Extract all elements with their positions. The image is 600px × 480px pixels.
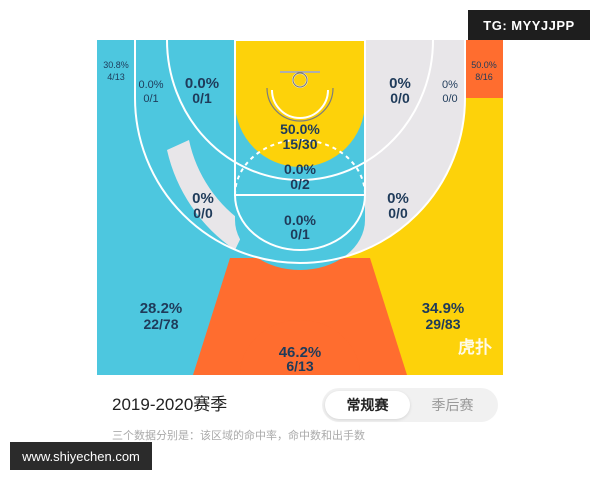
- court-svg: 30.8% 4/13 0.0% 0/1 0.0% 0/1 50.0% 15/30…: [97, 40, 503, 375]
- label-top-key-made: 0/1: [290, 226, 310, 242]
- zone-left-elbow: [167, 140, 247, 250]
- label-top-key-pct: 0.0%: [284, 212, 316, 228]
- label-right-three-made: 29/83: [425, 316, 460, 332]
- label-right-three-pct: 34.9%: [422, 300, 465, 317]
- zone-top-key: [235, 195, 365, 270]
- label-top-three-pct: 46.2%: [279, 344, 322, 361]
- label-top-three-made: 6/13: [286, 358, 313, 374]
- season-type-tabs: 常规赛 季后赛: [322, 388, 498, 422]
- tab-regular-season[interactable]: 常规赛: [325, 391, 410, 419]
- hupu-watermark: 虎扑: [458, 337, 492, 358]
- zone-top-three: [193, 258, 407, 375]
- label-left-wing-outer-pct: 0.0%: [138, 79, 163, 91]
- label-corner-right-pct: 50.0%: [471, 60, 497, 70]
- label-right-mid-top-pct: 0%: [389, 75, 411, 92]
- label-left-wing-outer-made: 0/1: [143, 93, 158, 105]
- zone-paint-upper: [235, 40, 365, 167]
- caption: 三个数据分别是：该区域的命中率，命中数和出手数: [112, 430, 365, 442]
- label-right-elbow-pct: 0%: [387, 190, 409, 207]
- shot-chart: 30.8% 4/13 0.0% 0/1 0.0% 0/1 50.0% 15/30…: [97, 40, 503, 375]
- site-badge: www.shiyechen.com: [10, 442, 152, 470]
- label-right-elbow-made: 0/0: [388, 205, 408, 221]
- label-paint-upper-pct: 50.0%: [280, 121, 320, 137]
- label-left-elbow-made: 0/0: [193, 205, 213, 221]
- zone-right-elbow: [353, 140, 433, 250]
- zone-corner-right: [465, 40, 503, 98]
- label-left-three-made: 22/78: [143, 316, 178, 332]
- basket: [266, 71, 334, 122]
- label-right-wing-outer-pct: 0%: [442, 79, 458, 91]
- label-paint-upper-made: 15/30: [282, 136, 317, 152]
- tg-badge: TG: MYYJJPP: [468, 10, 590, 40]
- label-paint-lower-pct: 0.0%: [284, 161, 316, 177]
- season-title: 2019-2020赛季: [112, 395, 228, 414]
- label-right-wing-outer-made: 0/0: [442, 93, 457, 105]
- label-left-mid-top-pct: 0.0%: [185, 75, 219, 92]
- label-corner-left-made: 4/13: [107, 72, 125, 82]
- zone-top-three-arc: [240, 320, 360, 375]
- label-left-three-pct: 28.2%: [140, 300, 183, 317]
- tab-playoffs[interactable]: 季后赛: [431, 397, 474, 413]
- label-right-mid-top-made: 0/0: [390, 90, 410, 106]
- label-left-mid-top-made: 0/1: [192, 90, 212, 106]
- zone-corner-left: [97, 40, 135, 98]
- label-paint-lower-made: 0/2: [290, 176, 310, 192]
- label-corner-left-pct: 30.8%: [103, 60, 129, 70]
- court-lines: [134, 40, 466, 264]
- label-left-elbow-pct: 0%: [192, 190, 214, 207]
- label-corner-right-made: 8/16: [475, 72, 493, 82]
